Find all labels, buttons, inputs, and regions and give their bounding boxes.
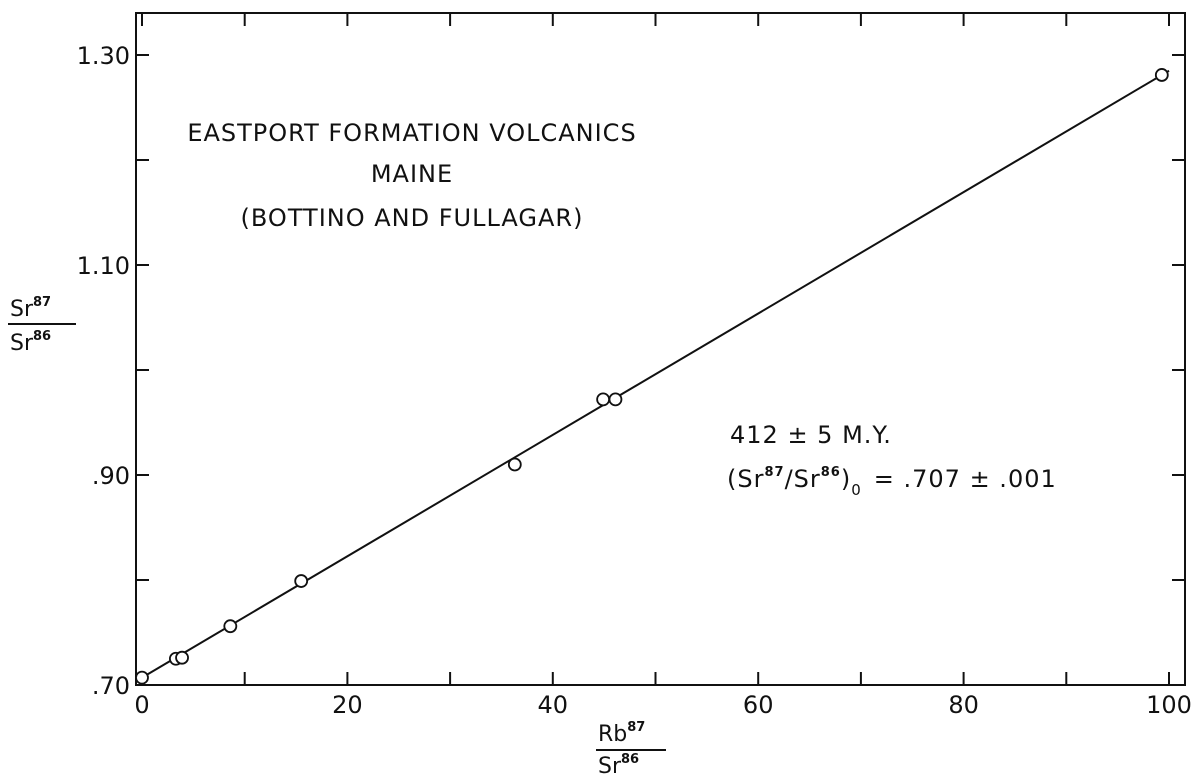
x-tick-label: 0 — [134, 691, 149, 719]
ratio-subscript: 0 — [851, 481, 862, 499]
y-den-sup: 86 — [33, 329, 51, 344]
y-axis-label: Sr87 Sr86 — [8, 295, 76, 356]
y-label-numerator: Sr87 — [10, 295, 51, 322]
x-den-base: Sr — [598, 754, 622, 776]
isochron-fit-line — [141, 69, 1170, 679]
plot-frame — [135, 12, 1186, 686]
data-point — [596, 392, 611, 407]
ratio-sup-86: 86 — [821, 465, 841, 480]
y-num-base: Sr — [10, 297, 34, 322]
x-tick-label: 60 — [743, 691, 774, 719]
x-tick-label: 20 — [332, 691, 363, 719]
data-point — [135, 670, 149, 685]
y-tick-label: 1.30 — [77, 42, 130, 70]
ratio-mid: /Sr — [785, 465, 821, 493]
x-label-denominator: Sr86 — [598, 752, 639, 776]
y-tick-label: .90 — [92, 462, 130, 490]
data-points — [135, 68, 1169, 685]
y-tick-label: .70 — [92, 672, 130, 700]
axis-ticks — [136, 13, 1185, 686]
data-point — [223, 619, 238, 634]
data-point — [1154, 68, 1169, 82]
y-den-base: Sr — [10, 331, 34, 356]
chart-title-line-3: (BOTTINO AND FULLAGAR) — [241, 204, 584, 232]
chart-title-line-1: EASTPORT FORMATION VOLCANICS — [187, 119, 636, 147]
chart-title-line-2: MAINE — [371, 160, 453, 188]
axis-tick-labels: 0 20 40 60 80 100 .70 .90 1.10 1.30 — [77, 42, 1192, 719]
age-annotation: 412 ± 5 M.Y. — [730, 421, 892, 449]
x-tick-label: 80 — [948, 691, 979, 719]
y-num-sup: 87 — [33, 295, 51, 310]
x-tick-label: 100 — [1146, 691, 1192, 719]
data-point — [608, 392, 623, 407]
x-num-base: Rb — [598, 722, 627, 747]
initial-ratio-annotation: (Sr87/Sr86)0 = .707 ± .001 — [727, 465, 1057, 499]
ratio-close: ) — [841, 465, 851, 493]
data-point — [175, 650, 189, 665]
ratio-sup-87: 87 — [764, 465, 784, 480]
x-num-sup: 87 — [627, 720, 645, 735]
data-point — [507, 457, 522, 472]
x-label-numerator: Rb87 — [598, 720, 645, 747]
x-axis-label: Rb87 Sr86 — [596, 720, 666, 776]
ratio-value: = .707 ± .001 — [874, 465, 1057, 493]
x-tick-label: 40 — [538, 691, 569, 719]
ratio-open: (Sr — [727, 465, 764, 493]
data-point — [294, 574, 309, 588]
x-den-sup: 86 — [621, 752, 639, 767]
y-tick-label: 1.10 — [77, 252, 130, 280]
y-label-denominator: Sr86 — [10, 329, 51, 356]
